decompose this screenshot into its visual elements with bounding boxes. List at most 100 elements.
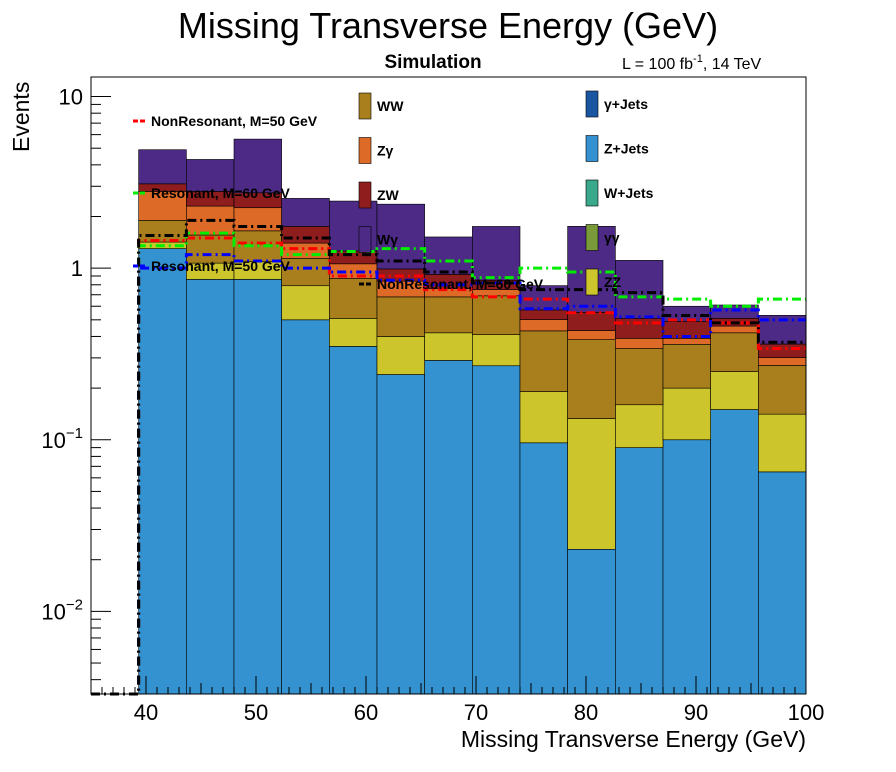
legend-label-middle-2: ZW bbox=[377, 187, 400, 203]
legend-swatch-right-1 bbox=[585, 135, 599, 162]
bar-w--bin-13 bbox=[710, 304, 759, 319]
y-tick-label-0: 10 bbox=[59, 85, 83, 110]
legend-label-middle-1: Zγ bbox=[377, 143, 394, 159]
bar-z-jets-bin-9 bbox=[519, 442, 568, 695]
legend-label-middle-0: WW bbox=[377, 98, 404, 114]
bar-z--bin-13 bbox=[710, 325, 759, 334]
legend-label-right-1: Z+Jets bbox=[604, 141, 649, 157]
y-axis-label: Events bbox=[8, 82, 34, 152]
bar-ww-bin-8 bbox=[472, 295, 521, 335]
bar-z-jets-bin-13 bbox=[710, 409, 759, 695]
x-tick-label-100: 100 bbox=[788, 700, 825, 725]
y-tick-base-3: 10 bbox=[41, 599, 65, 624]
bar-w--bin-7 bbox=[424, 236, 473, 275]
bar-zz-bin-14 bbox=[758, 413, 807, 473]
x-tick-label-50: 50 bbox=[244, 700, 268, 725]
bar-zz-bin-8 bbox=[472, 334, 521, 367]
bar-ww-bin-14 bbox=[758, 365, 807, 415]
bar-z-jets-bin-10 bbox=[567, 548, 616, 695]
legend-label-left-0: NonResonant, M=50 GeV bbox=[151, 113, 318, 129]
y-tick-label-2: 10−1 bbox=[41, 425, 83, 453]
bar-z--bin-4 bbox=[281, 242, 330, 259]
bar-zz-bin-4 bbox=[281, 285, 330, 321]
bar-zw-bin-14 bbox=[758, 343, 807, 358]
y-tick-label-3: 10−2 bbox=[41, 596, 83, 624]
bar-z--bin-11 bbox=[615, 338, 664, 349]
bar-w--bin-11 bbox=[615, 260, 664, 319]
overlay-layer bbox=[91, 218, 806, 696]
legend-swatch-middle-1 bbox=[358, 137, 372, 164]
stack-layer bbox=[138, 138, 807, 695]
bar-z-jets-bin-12 bbox=[662, 439, 711, 695]
bar-zz-bin-6 bbox=[376, 336, 425, 375]
lumi-exp: -1 bbox=[693, 53, 703, 65]
bar-z--bin-9 bbox=[519, 319, 568, 332]
y-tick-label-1: 1 bbox=[71, 256, 83, 281]
lumi-suffix: , 14 TeV bbox=[703, 56, 762, 73]
bar-ww-bin-10 bbox=[567, 339, 616, 419]
bar-w--bin-1 bbox=[138, 149, 187, 185]
bar-zz-bin-7 bbox=[424, 332, 473, 361]
bar-w--bin-8 bbox=[472, 226, 521, 281]
x-tick-label-80: 80 bbox=[574, 700, 598, 725]
luminosity-label: L = 100 fb-1, 14 TeV bbox=[622, 53, 762, 73]
legend-label-right-0: γ+Jets bbox=[604, 96, 648, 112]
y-tick-exp-3: −2 bbox=[66, 596, 83, 613]
bar-z--bin-12 bbox=[662, 338, 711, 345]
x-tick-label-70: 70 bbox=[464, 700, 488, 725]
legend-label-right-3: γγ bbox=[604, 230, 620, 246]
y-tick-base-2: 10 bbox=[41, 428, 65, 453]
bar-ww-bin-12 bbox=[662, 344, 711, 389]
y-tick-exp-2: −1 bbox=[66, 425, 83, 442]
bar-zz-bin-13 bbox=[710, 371, 759, 410]
legend-swatch-right-0 bbox=[585, 90, 599, 118]
legend-swatch-right-3 bbox=[585, 224, 599, 251]
legend-label-left-2: Resonant, M=50 GeV bbox=[151, 258, 291, 274]
bar-z--bin-14 bbox=[758, 357, 807, 366]
bar-z-jets-bin-1 bbox=[138, 248, 187, 695]
bar-ww-bin-9 bbox=[519, 330, 568, 392]
x-axis-label: Missing Transverse Energy (GeV) bbox=[461, 726, 806, 752]
bar-ww-bin-11 bbox=[615, 348, 664, 406]
bar-z-jets-bin-14 bbox=[758, 471, 807, 695]
plot-frame bbox=[90, 76, 807, 695]
lumi-prefix: L = 100 fb bbox=[622, 56, 693, 73]
legend-swatch-right-4 bbox=[585, 268, 599, 296]
bar-w--bin-4 bbox=[281, 198, 330, 227]
bar-z-jets-bin-4 bbox=[281, 319, 330, 695]
x-tick-label-90: 90 bbox=[684, 700, 708, 725]
line-resonant-m-50-gev bbox=[91, 253, 806, 696]
legend-swatch-middle-0 bbox=[358, 92, 372, 120]
y-tick-base-1: 1 bbox=[71, 256, 83, 281]
legend-label-middle-4: NonResonant, M=60 GeV bbox=[377, 276, 544, 292]
legend-swatch-right-2 bbox=[585, 179, 599, 207]
chart-subtitle: Simulation bbox=[384, 52, 481, 73]
bar-z-jets-bin-8 bbox=[472, 365, 521, 695]
bar-z--bin-10 bbox=[567, 330, 616, 340]
legend-swatch-middle-2 bbox=[358, 181, 372, 209]
chart-title: Missing Transverse Energy (GeV) bbox=[178, 5, 718, 46]
bar-z-jets-bin-6 bbox=[376, 374, 425, 695]
legend-label-right-2: W+Jets bbox=[604, 185, 654, 201]
bar-z-jets-bin-11 bbox=[615, 447, 664, 695]
line-nonresonant-m-50-gev bbox=[91, 236, 806, 696]
bar-w--bin-6 bbox=[376, 203, 425, 270]
y-tick-base-0: 10 bbox=[59, 85, 83, 110]
bar-ww-bin-1 bbox=[138, 220, 187, 243]
bar-zw-bin-10 bbox=[567, 312, 616, 331]
legend: NonResonant, M=50 GeV Resonant, M=60 GeV R… bbox=[133, 90, 654, 296]
bar-z-jets-bin-3 bbox=[233, 279, 282, 695]
bar-zz-bin-5 bbox=[329, 318, 378, 347]
bar-z-jets-bin-5 bbox=[329, 346, 378, 695]
legend-label-middle-3: Wγ bbox=[377, 232, 398, 248]
line-resonant-m-60-gev bbox=[91, 231, 806, 696]
line-nonresonant-m-60-gev bbox=[91, 218, 806, 696]
bar-w--bin-3 bbox=[233, 138, 282, 194]
bar-ww-bin-13 bbox=[710, 332, 759, 372]
bar-z-jets-bin-7 bbox=[424, 360, 473, 695]
bar-zz-bin-10 bbox=[567, 418, 616, 550]
bar-zz-bin-9 bbox=[519, 391, 568, 444]
